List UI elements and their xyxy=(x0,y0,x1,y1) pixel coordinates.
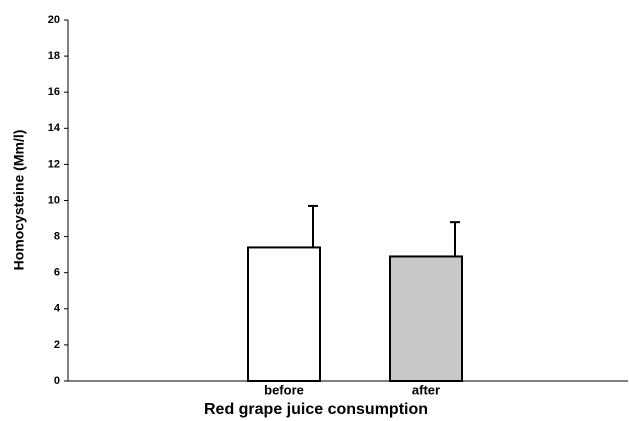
x-tick-label: after xyxy=(412,382,440,397)
y-tick-label: 6 xyxy=(54,267,60,279)
y-tick-label: 4 xyxy=(54,303,61,315)
y-axis-label: Homocysteine (Mm/l) xyxy=(11,130,27,271)
y-tick-label: 2 xyxy=(54,339,60,351)
bar xyxy=(389,255,463,382)
y-tick-label: 12 xyxy=(48,158,60,170)
y-tick-label: 8 xyxy=(54,231,60,243)
y-tick-label: 14 xyxy=(48,122,61,134)
x-tick-label: before xyxy=(264,382,304,397)
x-axis-label: Red grape juice consumption xyxy=(204,401,428,418)
y-tick-label: 10 xyxy=(48,194,60,206)
y-tick-label: 0 xyxy=(54,375,60,387)
y-tick-label: 18 xyxy=(48,50,60,62)
bar xyxy=(247,246,321,382)
y-tick-label: 16 xyxy=(48,86,60,98)
y-tick-label: 20 xyxy=(48,14,60,26)
